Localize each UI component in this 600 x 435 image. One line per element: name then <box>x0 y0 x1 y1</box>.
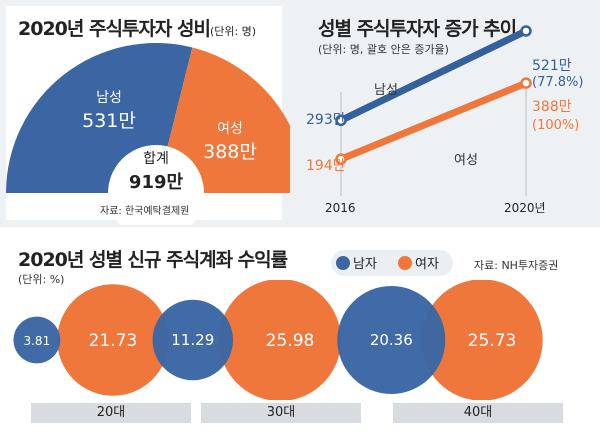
x-tick-2020: 2020년 <box>504 201 546 215</box>
point-female-2020 <box>520 77 532 89</box>
bubble-female-label-30대: 25.98 <box>266 331 315 351</box>
age-bar-30: 30대 <box>201 403 361 423</box>
line-series-female <box>339 79 528 163</box>
pie-total-name: 합계 <box>143 151 169 167</box>
pie-title: 2020년 주식투자자 성비(단위: 명) <box>18 18 257 40</box>
line-series-male <box>339 27 528 124</box>
line-unit: (단위: 명, 괄호 안은 증가율) <box>318 43 449 56</box>
label-female-2016: 194만 <box>306 158 346 174</box>
bubble-male-label-40대: 20.36 <box>370 331 413 349</box>
legend-male-name: 남성 <box>374 83 398 98</box>
bubble-source: 자료: NH투자증권 <box>474 259 559 272</box>
bubble-male-label-30대: 11.29 <box>171 331 214 349</box>
pie-male-name: 남성 <box>96 90 122 106</box>
pie-female-value: 388만 <box>203 141 257 163</box>
pie-male-value: 531만 <box>82 110 136 132</box>
pie-source: 자료: 한국예탁결제원 <box>100 206 190 217</box>
label-male-growth: (77.8%) <box>532 75 583 90</box>
pie-unit: (단위: 명) <box>209 25 257 38</box>
bubble-male-40대 <box>337 285 446 395</box>
x-tick-2016: 2016 <box>325 201 356 215</box>
bubble-unit: (단위: %) <box>18 273 65 286</box>
bubble-female-40대 <box>421 280 543 400</box>
bubble-female-label-20대: 21.73 <box>89 331 138 351</box>
bubble-chart: 3.81 21.73 11.29 25.98 20.36 25.73 <box>13 280 543 400</box>
bubble-female-label-40대: 25.73 <box>468 331 517 351</box>
legend-swatches: 남자 여자 <box>336 256 439 272</box>
line-chart: 293만 194만 521만 (77.8%) 388만 (100%) 남성 여성… <box>306 25 583 215</box>
bubble-female-20대 <box>57 284 169 396</box>
pie-total-value: 919만 <box>129 172 184 193</box>
bubble-legend: 남자 여자 <box>331 250 453 276</box>
pie-chart: 남성 531만 여성 388만 합계 919만 <box>6 42 290 225</box>
point-male-2016 <box>335 114 347 127</box>
point-female-2016 <box>335 153 347 165</box>
bubble-female-30대 <box>219 280 341 400</box>
legend-female-name: 여성 <box>454 153 478 168</box>
label-female-2020: 388만 <box>532 99 572 115</box>
bubble-male-label-20대: 3.81 <box>23 334 50 348</box>
age-bar-40: 40대 <box>393 403 563 423</box>
bubble-male-30대 <box>152 299 233 381</box>
pie-female-name: 여성 <box>217 121 243 137</box>
pie-center-hole <box>108 145 204 225</box>
label-male-2016: 293만 <box>306 112 346 128</box>
age-bar-20: 20대 <box>31 403 191 423</box>
legend-female-dot <box>398 256 412 270</box>
bubble-male-20대 <box>13 316 61 364</box>
point-male-2020 <box>520 25 532 37</box>
legend-male-label: 남자 <box>353 257 377 272</box>
legend-female-label: 여자 <box>415 257 439 272</box>
legend-male-dot <box>336 256 350 270</box>
line-title: 성별 주식투자자 증가 추이 <box>318 18 517 40</box>
label-male-2020: 521만 <box>532 58 572 74</box>
bubble-title: 2020년 성별 신규 주식계좌 수익률 <box>18 249 288 271</box>
pie-slice-female <box>156 47 290 193</box>
label-female-growth: (100%) <box>532 118 579 133</box>
